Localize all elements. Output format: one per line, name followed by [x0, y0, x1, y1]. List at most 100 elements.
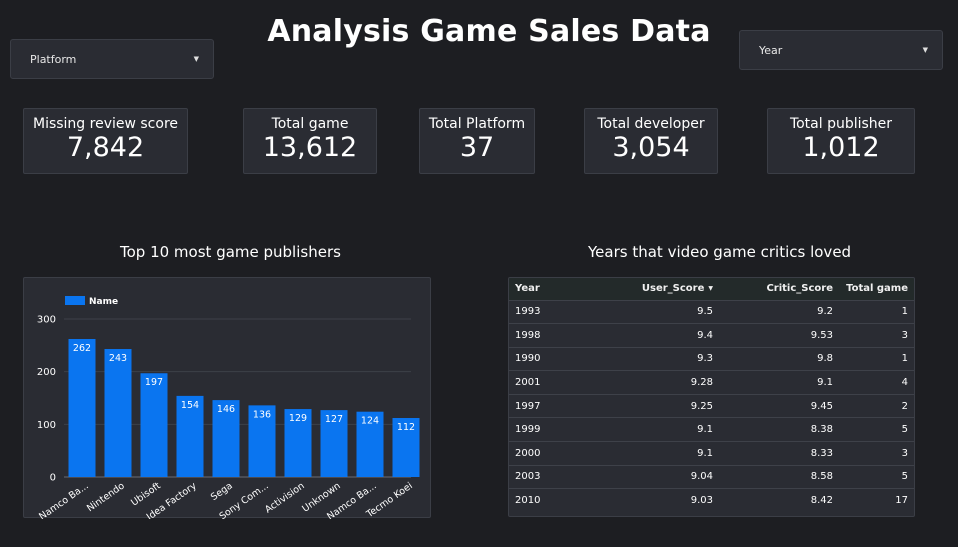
column-header-critic-score[interactable]: Critic_Score	[766, 283, 833, 295]
table-cell: 2003	[509, 464, 567, 489]
table-header-row: Year User_Score ▼ Critic_Score Total game	[509, 278, 914, 300]
table-cell: 2001	[509, 370, 567, 395]
y-tick-label: 300	[37, 315, 56, 326]
table-cell: 1999	[509, 417, 567, 442]
bar-value-label: 154	[181, 400, 199, 411]
sort-desc-icon: ▼	[708, 284, 713, 292]
platform-filter-dropdown[interactable]: Platform ▼	[10, 39, 214, 79]
y-tick-label: 0	[50, 473, 56, 484]
table-row[interactable]: 1997 9.25 9.45 2	[509, 393, 914, 418]
table-cell: 9.8	[719, 346, 839, 371]
kpi-value: 1,012	[802, 132, 880, 163]
table-cell: 4	[839, 370, 914, 395]
table-row[interactable]: 1998 9.4 9.53 3	[509, 323, 914, 348]
kpi-label: Missing review score	[32, 116, 179, 132]
caret-down-icon: ▼	[922, 46, 928, 54]
table-cell: 9.4	[567, 323, 719, 348]
table-row[interactable]: 2001 9.28 9.1 4	[509, 370, 914, 395]
kpi-value: 7,842	[66, 132, 145, 163]
table-cell: 9.04	[567, 464, 719, 489]
y-tick-label: 100	[37, 420, 56, 431]
table-title: Years that video game critics loved	[588, 243, 852, 261]
table-cell: 9.2	[719, 299, 839, 324]
bar-value-label: 136	[253, 409, 271, 420]
column-header-total-game[interactable]: Total game	[846, 283, 908, 295]
kpi-label: Total Platform	[428, 116, 526, 132]
table-cell: 9.45	[719, 393, 839, 418]
table-cell: 8.58	[719, 464, 839, 489]
table-cell: 8.33	[719, 441, 839, 466]
bar-chart-svg: 0 100 200 300 Name 262 Namco Ba... 243 Nintendo 1…	[37, 296, 420, 523]
bar	[176, 395, 204, 477]
table-cell: 9.1	[567, 441, 719, 466]
table-cell: 9.28	[567, 370, 719, 395]
table-cell: 9.1	[719, 370, 839, 395]
table-cell: 1990	[509, 346, 567, 371]
kpi-missing-review-score: Missing review score 7,842	[23, 108, 188, 174]
x-tick-label: Sega	[209, 480, 235, 503]
bar-value-label: 129	[289, 413, 307, 424]
legend-swatch	[65, 296, 85, 305]
platform-filter-label: Platform	[30, 52, 77, 66]
table-cell: 1	[839, 346, 914, 371]
chart-title: Top 10 most game publishers	[120, 243, 341, 261]
table-cell: 9.53	[719, 323, 839, 348]
year-filter-label: Year	[759, 43, 783, 57]
table-cell: 5	[839, 417, 914, 442]
table-row[interactable]: 1990 9.3 9.8 1	[509, 346, 914, 371]
bar	[104, 349, 132, 477]
column-header-year[interactable]: Year	[515, 283, 540, 295]
table-cell: 5	[839, 464, 914, 489]
bar-value-label: 124	[361, 416, 379, 427]
table-cell: 3	[839, 441, 914, 466]
critics-table: Year User_Score ▼ Critic_Score Total game…	[508, 277, 915, 517]
table-cell: 9.25	[567, 393, 719, 418]
bar	[284, 409, 312, 477]
table-cell: 2000	[509, 441, 567, 466]
bar-value-label: 197	[145, 377, 163, 388]
table-row[interactable]: 2010 9.03 8.42 17	[509, 488, 914, 513]
x-tick-label: Activision	[263, 480, 307, 515]
bar-value-label: 146	[217, 404, 235, 415]
table-cell: 1993	[509, 299, 567, 324]
column-header-user-score[interactable]: User_Score ▼	[641, 283, 713, 295]
kpi-total-game: Total game 13,612	[243, 108, 377, 174]
publishers-bar-chart: 0 100 200 300 Name 262 Namco Ba... 243 Nintendo 1…	[23, 277, 431, 523]
table-cell: 9.1	[567, 417, 719, 442]
table-cell: 3	[839, 323, 914, 348]
data-table: Year User_Score ▼ Critic_Score Total game…	[509, 278, 914, 513]
bar	[320, 410, 348, 477]
kpi-label: Total publisher	[789, 116, 893, 132]
bar-value-label: 127	[325, 414, 343, 425]
bar	[140, 373, 168, 477]
bar	[68, 339, 96, 477]
table-cell: 2	[839, 393, 914, 418]
table-row[interactable]: 1993 9.5 9.2 1	[509, 299, 914, 324]
bar	[212, 400, 240, 477]
kpi-value: 3,054	[612, 132, 690, 163]
x-tick-label: Nintendo	[85, 480, 127, 514]
table-row[interactable]: 2003 9.04 8.58 5	[509, 464, 914, 489]
year-filter-dropdown[interactable]: Year ▼	[739, 30, 943, 70]
bar-value-label: 112	[397, 422, 415, 433]
kpi-total-publisher: Total publisher 1,012	[767, 108, 915, 174]
kpi-label: Total game	[271, 116, 349, 132]
table-cell: 1997	[509, 393, 567, 418]
kpi-value: 13,612	[262, 132, 358, 163]
table-row[interactable]: 2000 9.1 8.33 3	[509, 441, 914, 466]
page-title: Analysis Game Sales Data	[267, 14, 711, 49]
bar-value-label: 262	[73, 343, 91, 354]
bar	[392, 418, 420, 477]
table-cell: 17	[839, 488, 914, 513]
table-cell: 8.42	[719, 488, 839, 513]
table-cell: 9.03	[567, 488, 719, 513]
table-cell: 2010	[509, 488, 567, 513]
bar	[356, 411, 384, 477]
caret-down-icon: ▼	[193, 55, 199, 63]
table-row[interactable]: 1999 9.1 8.38 5	[509, 417, 914, 442]
table-cell: 9.3	[567, 346, 719, 371]
kpi-value: 37	[459, 132, 495, 163]
legend-label: Name	[89, 297, 118, 307]
table-cell: 1	[839, 299, 914, 324]
bar-value-label: 243	[109, 353, 127, 364]
